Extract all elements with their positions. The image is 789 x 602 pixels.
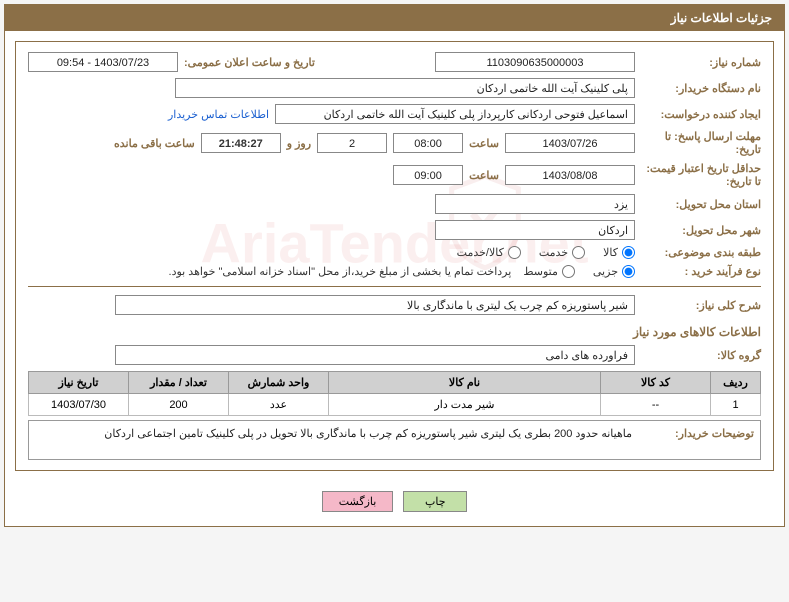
buyer-org-label: نام دستگاه خریدار: <box>641 82 761 95</box>
table-row: 1 -- شیر مدت دار عدد 200 1403/07/30 <box>29 394 761 416</box>
th-row: ردیف <box>711 372 761 394</box>
radio-service-input[interactable] <box>572 246 585 259</box>
buyer-org-field: پلی کلینیک آیت الله خاتمی اردکان <box>175 78 635 98</box>
main-frame: جزئیات اطلاعات نیاز AriaTender.net شماره… <box>4 4 785 527</box>
subject-radio-group: کالا خدمت کالا/خدمت <box>457 246 635 259</box>
radio-both[interactable]: کالا/خدمت <box>457 246 521 259</box>
province-field: یزد <box>435 194 635 214</box>
reply-deadline-label: مهلت ارسال پاسخ: تا تاریخ: <box>641 130 761 156</box>
button-bar: چاپ بازگشت <box>5 481 784 526</box>
hour-label-1: ساعت <box>469 137 499 150</box>
countdown-field: 21:48:27 <box>201 133 281 153</box>
reply-date-field: 1403/07/26 <box>505 133 635 153</box>
radio-minor[interactable]: جزیی <box>593 265 635 278</box>
td-unit: عدد <box>229 394 329 416</box>
th-name: نام کالا <box>329 372 601 394</box>
requester-field: اسماعیل فتوحی اردکانی کارپرداز پلی کلینی… <box>275 104 635 124</box>
td-code: -- <box>601 394 711 416</box>
need-number-field: 1103090635000003 <box>435 52 635 72</box>
td-row: 1 <box>711 394 761 416</box>
th-date: تاریخ نیاز <box>29 372 129 394</box>
buyer-notes-text: ماهیانه حدود 200 بطری یک لیتری شیر پاستو… <box>35 427 632 453</box>
city-label: شهر محل تحویل: <box>641 224 761 237</box>
td-date: 1403/07/30 <box>29 394 129 416</box>
price-date-field: 1403/08/08 <box>505 165 635 185</box>
goods-section-title: اطلاعات کالاهای مورد نیاز <box>28 325 761 339</box>
buyer-contact-link[interactable]: اطلاعات تماس خریدار <box>168 108 269 121</box>
th-code: کد کالا <box>601 372 711 394</box>
th-unit: واحد شمارش <box>229 372 329 394</box>
radio-medium[interactable]: متوسط <box>523 265 575 278</box>
days-left-field: 2 <box>317 133 387 153</box>
table-header-row: ردیف کد کالا نام کالا واحد شمارش تعداد /… <box>29 372 761 394</box>
need-number-label: شماره نیاز: <box>641 56 761 69</box>
form-panel: AriaTender.net شماره نیاز: 1103090635000… <box>15 41 774 471</box>
hour-label-2: ساعت <box>469 169 499 182</box>
city-field: اردکان <box>435 220 635 240</box>
back-button[interactable]: بازگشت <box>322 491 394 512</box>
requester-label: ایجاد کننده درخواست: <box>641 108 761 121</box>
divider-1 <box>28 286 761 287</box>
radio-goods-input[interactable] <box>622 246 635 259</box>
days-and-label: روز و <box>287 137 311 150</box>
goods-group-label: گروه کالا: <box>641 349 761 362</box>
announce-date-label: تاریخ و ساعت اعلان عمومی: <box>184 56 315 69</box>
page-title: جزئیات اطلاعات نیاز <box>671 11 772 25</box>
print-button[interactable]: چاپ <box>403 491 467 512</box>
radio-goods[interactable]: کالا <box>603 246 635 259</box>
td-name: شیر مدت دار <box>329 394 601 416</box>
goods-table: ردیف کد کالا نام کالا واحد شمارش تعداد /… <box>28 371 761 416</box>
payment-note: پرداخت تمام یا بخشی از مبلغ خرید،از محل … <box>169 265 512 278</box>
announce-date-field: 1403/07/23 - 09:54 <box>28 52 178 72</box>
remaining-label: ساعت باقی مانده <box>114 137 195 150</box>
need-desc-field: شیر پاستوریزه کم چرب یک لیتری با ماندگار… <box>115 295 635 315</box>
th-qty: تعداد / مقدار <box>129 372 229 394</box>
goods-group-field: فراورده های دامی <box>115 345 635 365</box>
price-validity-label: حداقل تاریخ اعتبار قیمت: تا تاریخ: <box>641 162 761 188</box>
buyer-notes-label: توضیحات خریدار: <box>644 427 754 453</box>
province-label: استان محل تحویل: <box>641 198 761 211</box>
radio-minor-input[interactable] <box>622 265 635 278</box>
radio-medium-input[interactable] <box>562 265 575 278</box>
reply-time-field: 08:00 <box>393 133 463 153</box>
subject-class-label: طبقه بندی موضوعی: <box>641 246 761 259</box>
buyer-notes-box: توضیحات خریدار: ماهیانه حدود 200 بطری یک… <box>28 420 761 460</box>
price-time-field: 09:00 <box>393 165 463 185</box>
td-qty: 200 <box>129 394 229 416</box>
purchase-type-label: نوع فرآیند خرید : <box>641 265 761 278</box>
purchase-radio-group: جزیی متوسط <box>523 265 635 278</box>
need-desc-label: شرح کلی نیاز: <box>641 299 761 312</box>
page-header: جزئیات اطلاعات نیاز <box>5 5 784 31</box>
radio-both-input[interactable] <box>508 246 521 259</box>
radio-service[interactable]: خدمت <box>539 246 585 259</box>
